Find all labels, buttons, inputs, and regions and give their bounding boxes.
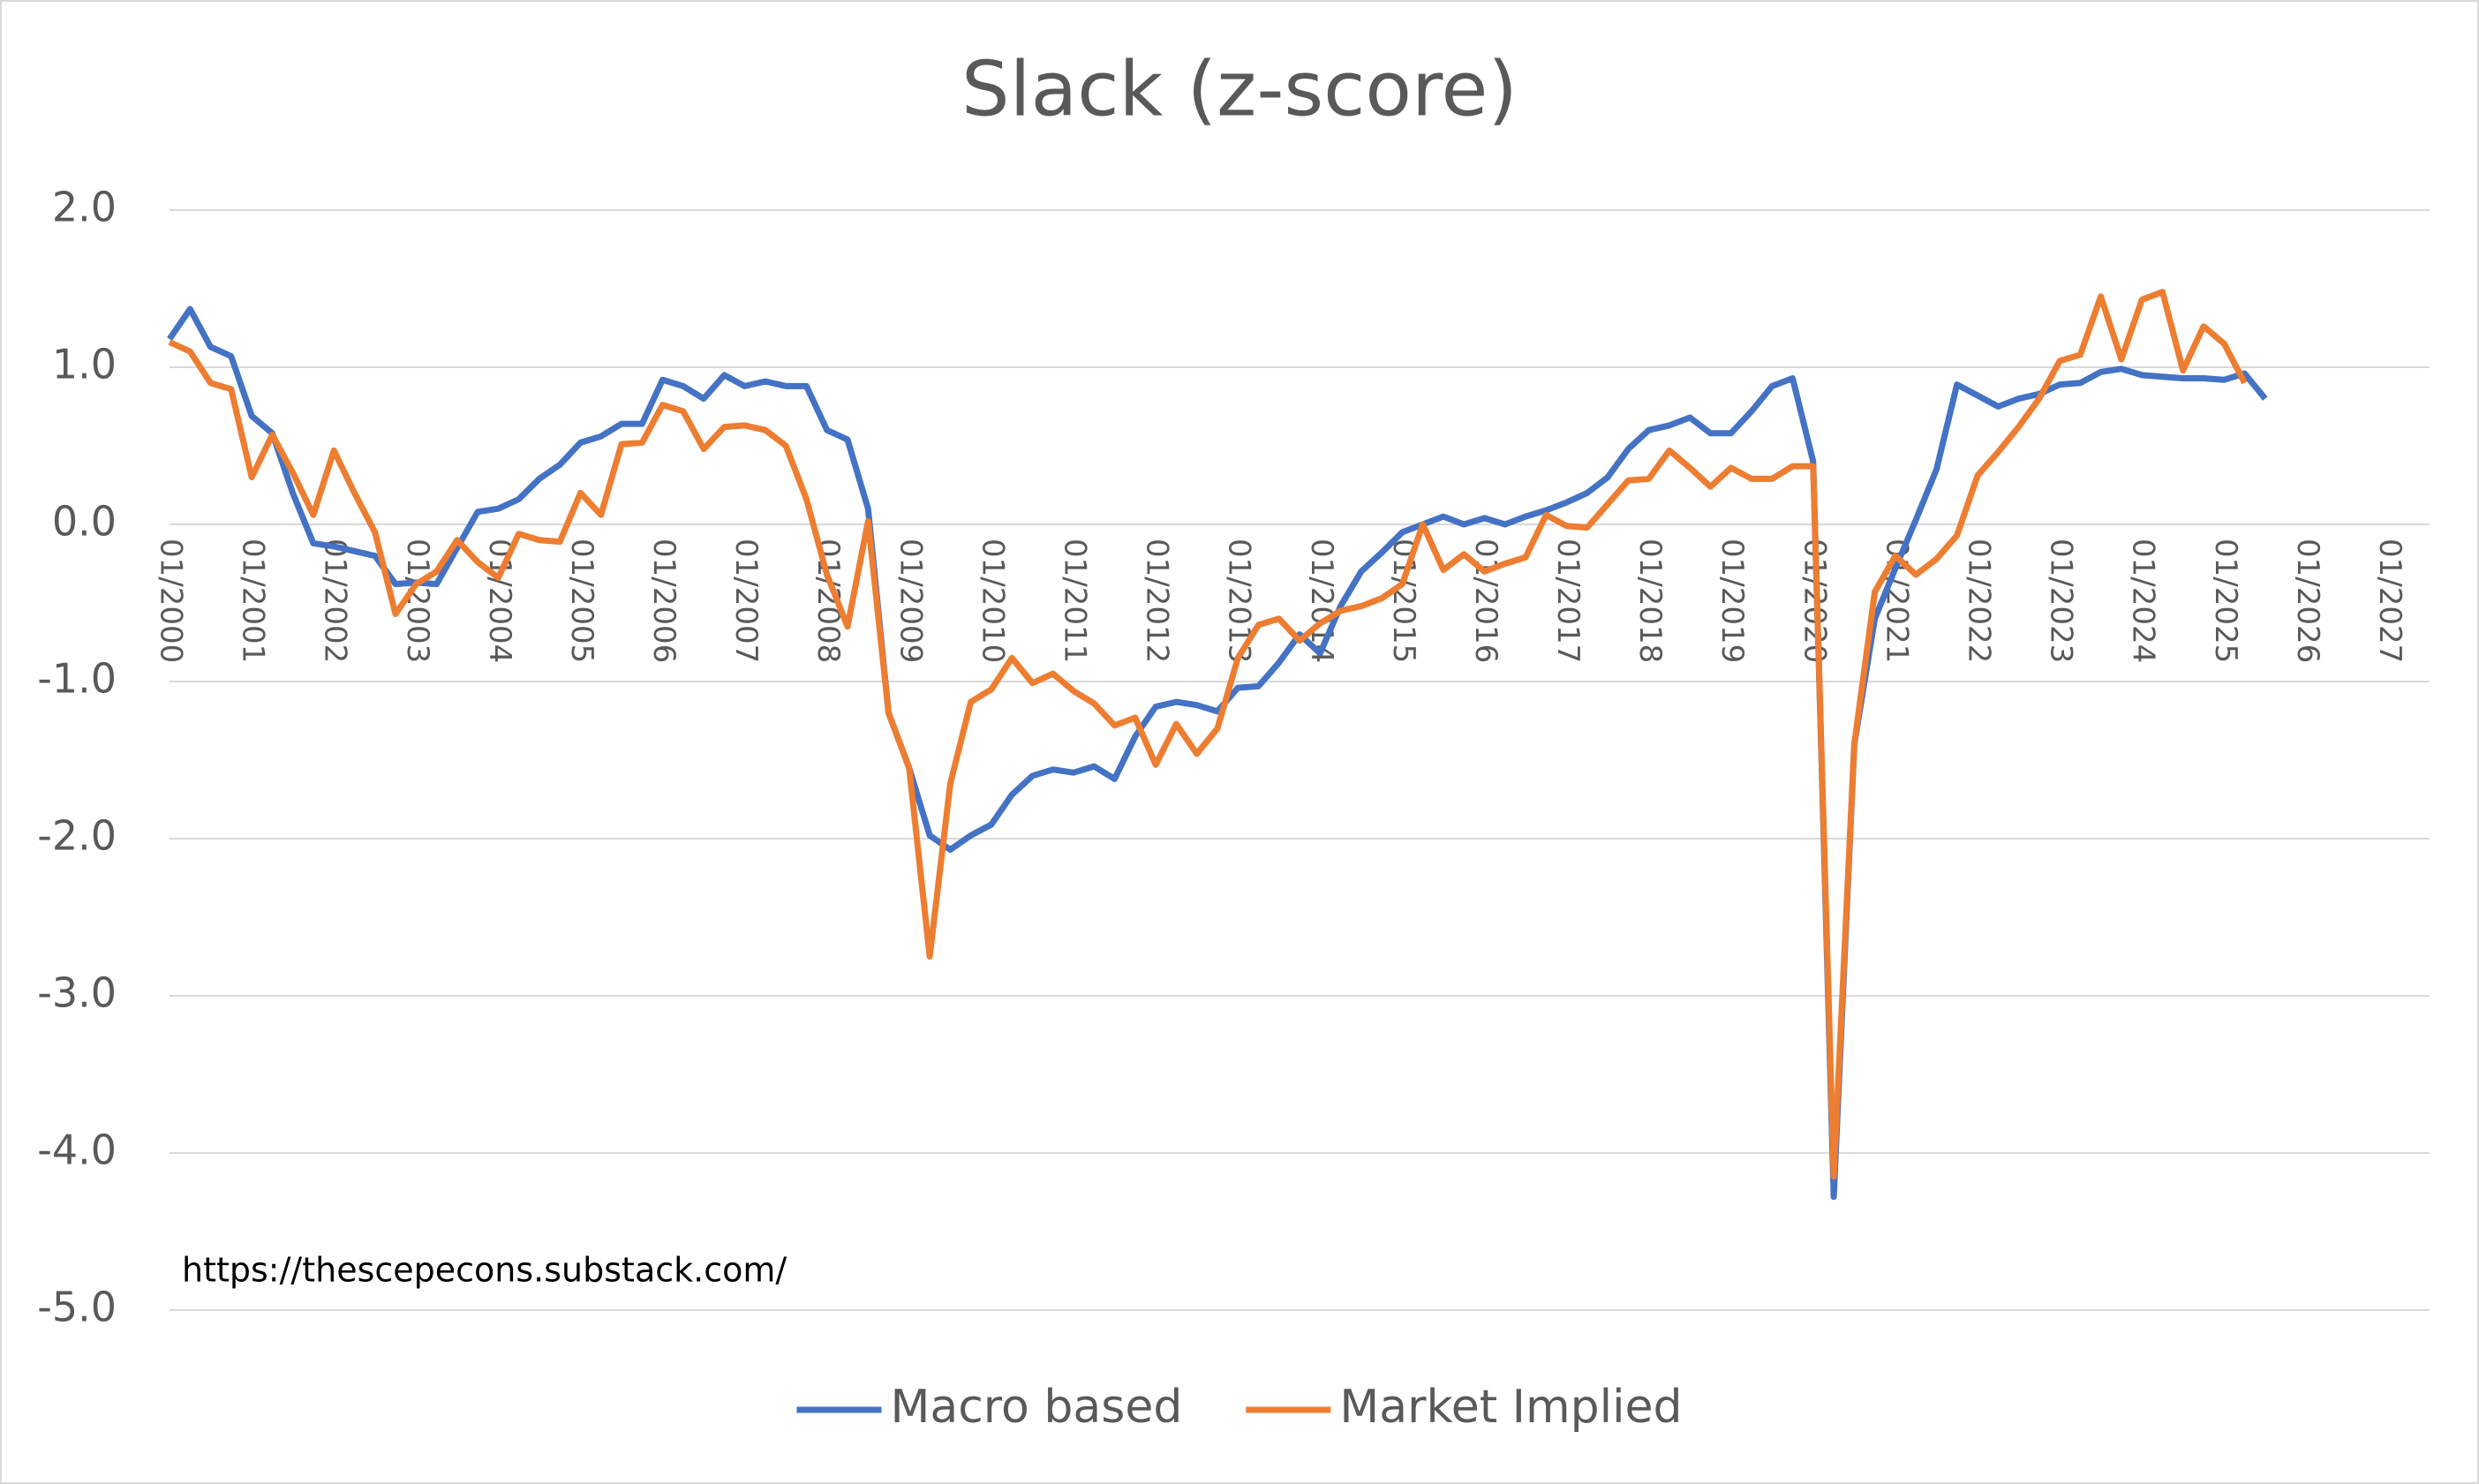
x-tick-label: 01/2000	[154, 539, 189, 663]
y-tick-label: -1.0	[37, 655, 117, 703]
legend-label: Market Implied	[1339, 1381, 1682, 1434]
y-tick-label: -2.0	[37, 812, 117, 860]
x-tick-label: 01/2013	[1222, 539, 1257, 663]
x-tick-label: 01/2022	[1962, 539, 1997, 663]
x-tick-label: 01/2026	[2290, 539, 2325, 663]
x-tick-label: 01/2019	[1714, 539, 1750, 663]
x-tick-label: 01/2007	[728, 539, 764, 663]
x-tick-label: 01/2024	[2126, 539, 2161, 663]
x-tick-label: 01/2023	[2044, 539, 2079, 663]
series-line	[168, 289, 2248, 1180]
x-tick-label: 01/2009	[893, 539, 928, 663]
y-tick-label: -5.0	[37, 1284, 117, 1331]
y-tick-label: 0.0	[52, 498, 117, 546]
x-tick-label: 01/2005	[564, 539, 599, 663]
chart-title: Slack (z-score)	[961, 45, 1518, 133]
x-tick-label: 01/2015	[1386, 539, 1421, 663]
x-tick-label: 01/2027	[2372, 539, 2407, 663]
x-tick-label: 01/2004	[482, 539, 517, 663]
x-tick-label: 01/2012	[1140, 539, 1175, 663]
y-tick-label: -3.0	[37, 969, 117, 1017]
annotation: https://thescepecons.substack.com/	[182, 1251, 787, 1290]
x-tick-label: 01/2002	[318, 539, 353, 663]
y-tick-label: -4.0	[37, 1126, 117, 1174]
x-tick-label: 01/2017	[1550, 539, 1586, 663]
y-tick-label: 1.0	[52, 341, 117, 388]
x-tick-label: 01/2008	[810, 539, 846, 663]
x-tick-label: 01/2016	[1468, 539, 1503, 663]
x-tick-label: 01/2001	[236, 539, 271, 663]
x-tick-label: 01/2006	[646, 539, 682, 663]
x-tick-label: 01/2011	[1058, 539, 1093, 663]
y-tick-label: 2.0	[52, 184, 117, 231]
x-tick-label: 01/2010	[975, 539, 1010, 663]
series-line	[167, 305, 2268, 1201]
x-tick-label: 01/2018	[1632, 539, 1668, 663]
legend-label: Macro based	[890, 1381, 1182, 1434]
legend: Macro based Market Implied	[796, 1381, 1683, 1434]
x-tick-label: 01/2025	[2208, 539, 2243, 663]
